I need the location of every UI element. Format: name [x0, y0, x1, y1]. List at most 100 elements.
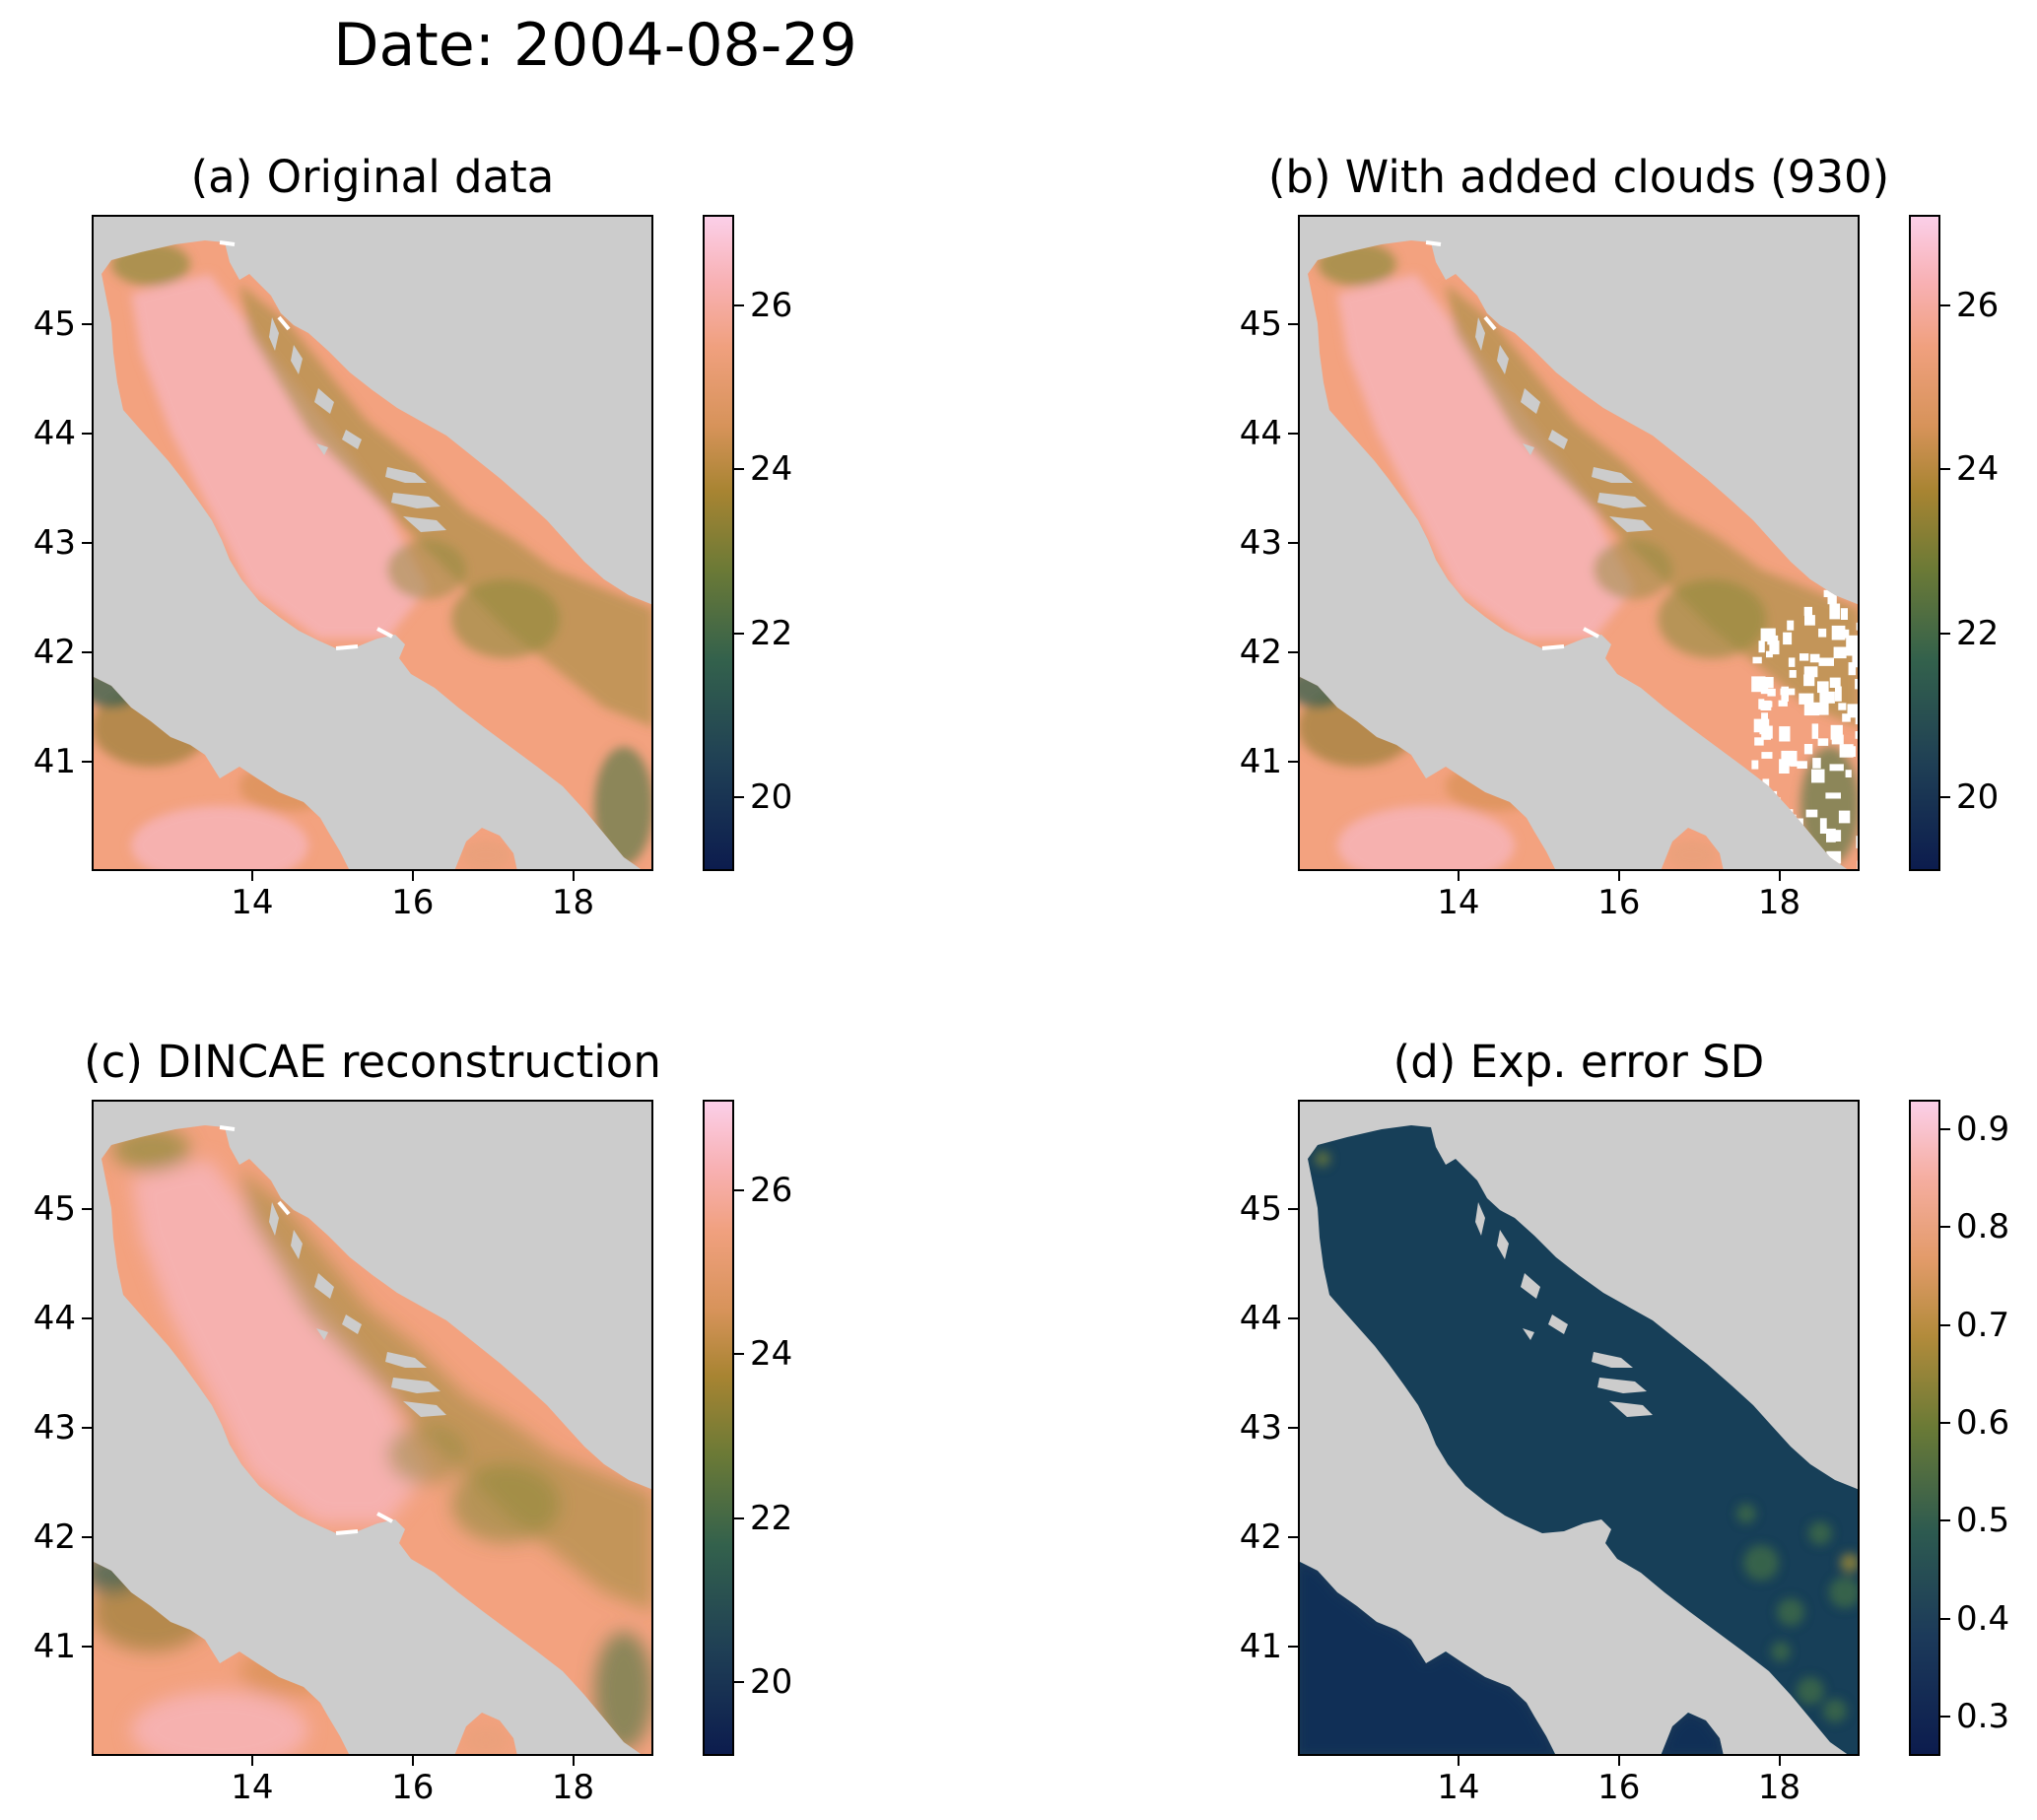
- colorbar-tick-label: 0.9: [1956, 1109, 2010, 1149]
- x-tick-label: 18: [551, 883, 595, 922]
- y-tick-label: 44: [33, 414, 76, 453]
- colorbar-tick-label: 24: [750, 449, 793, 490]
- island: [1475, 317, 1485, 351]
- x-tick-label: 14: [231, 1768, 274, 1807]
- colorbar-tick-label: 0.5: [1956, 1501, 2010, 1541]
- y-tick-label: 41: [33, 742, 76, 781]
- colorbar-tick-label: 24: [750, 1334, 793, 1375]
- y-tick-label: 44: [33, 1299, 76, 1338]
- map-panel-c: [92, 1100, 653, 1756]
- island: [1597, 493, 1647, 508]
- colorbar-tick-mark: [1940, 796, 1950, 799]
- island: [1548, 430, 1568, 449]
- y-tick-label: 42: [1239, 633, 1282, 672]
- colorbar-tick-mark: [734, 303, 744, 306]
- island: [385, 1352, 427, 1368]
- y-tick-mark: [1288, 433, 1298, 435]
- x-tick-mark: [250, 1756, 253, 1766]
- colorbar-tick-label: 24: [1956, 449, 2000, 490]
- colorbar-tick-mark: [1940, 468, 1950, 471]
- x-tick-label: 16: [1597, 883, 1641, 922]
- x-tick-label: 14: [1437, 1768, 1480, 1807]
- y-tick-mark: [82, 1646, 92, 1648]
- island: [1521, 388, 1540, 414]
- island: [1523, 443, 1534, 455]
- colorbar-tick-label: 0.7: [1956, 1305, 2010, 1345]
- island: [291, 345, 303, 374]
- island: [403, 516, 446, 532]
- island: [385, 467, 427, 483]
- island: [269, 317, 279, 351]
- panel-a-title: (a) Original data: [190, 151, 555, 203]
- island: [403, 1401, 446, 1417]
- colorbar-b: [1909, 215, 1940, 871]
- colorbar-tick-mark: [734, 1681, 744, 1684]
- colorbar-tick-mark: [1940, 1323, 1950, 1326]
- island: [269, 1202, 279, 1236]
- x-tick-label: 14: [231, 883, 274, 922]
- y-tick-label: 44: [1239, 1299, 1282, 1338]
- island: [1475, 1202, 1485, 1236]
- y-tick-mark: [82, 433, 92, 435]
- x-tick-label: 18: [1757, 883, 1801, 922]
- colorbar-tick-label: 0.8: [1956, 1207, 2010, 1247]
- colorbar-tick-mark: [1940, 1422, 1950, 1425]
- island: [1521, 1273, 1540, 1299]
- colorbar-tick-label: 22: [1956, 613, 2000, 653]
- panel-b-title: (b) With added clouds (930): [1267, 151, 1890, 203]
- colorbar-tick-label: 0.4: [1956, 1598, 2010, 1639]
- colorbar-tick-mark: [734, 1517, 744, 1519]
- y-tick-label: 43: [1239, 523, 1282, 563]
- y-tick-mark: [82, 1427, 92, 1429]
- map-panel-b: [1298, 215, 1860, 871]
- sst-map-clouds: [1298, 215, 1860, 871]
- island: [1523, 1328, 1534, 1340]
- x-tick-label: 16: [1597, 1768, 1641, 1807]
- y-tick-label: 44: [1239, 414, 1282, 453]
- y-tick-mark: [1288, 1646, 1298, 1648]
- y-tick-label: 43: [33, 523, 76, 563]
- x-tick-mark: [572, 871, 575, 881]
- error-sd-map: [1298, 1100, 1860, 1756]
- y-tick-mark: [82, 1536, 92, 1538]
- sst-map-reconstruction: [92, 1100, 653, 1756]
- y-tick-label: 45: [1239, 1189, 1282, 1229]
- colorbar-tick-label: 26: [1956, 285, 2000, 325]
- y-tick-label: 45: [1239, 304, 1282, 344]
- y-tick-label: 42: [33, 633, 76, 672]
- island: [314, 1273, 334, 1299]
- colorbar-tick-mark: [1940, 632, 1950, 635]
- colorbar-tick-label: 26: [750, 1170, 793, 1210]
- colorbar-tick-label: 26: [750, 285, 793, 325]
- island: [1592, 467, 1633, 483]
- y-tick-label: 43: [33, 1408, 76, 1448]
- y-tick-mark: [1288, 1317, 1298, 1319]
- x-tick-label: 14: [1437, 883, 1480, 922]
- colorbar-tick-mark: [1940, 1127, 1950, 1130]
- colorbar-tick-mark: [734, 632, 744, 635]
- island: [314, 388, 334, 414]
- y-tick-mark: [82, 323, 92, 325]
- y-tick-label: 42: [33, 1517, 76, 1557]
- coastal-gap: [219, 240, 393, 650]
- island: [1592, 1352, 1633, 1368]
- island: [342, 430, 362, 449]
- colorbar-tick-mark: [1940, 1519, 1950, 1522]
- y-tick-mark: [82, 651, 92, 653]
- y-tick-mark: [1288, 323, 1298, 325]
- island: [1609, 1401, 1653, 1417]
- colorbar-c: [703, 1100, 734, 1756]
- coastal-gap: [1425, 240, 1599, 650]
- y-tick-mark: [1288, 1208, 1298, 1210]
- x-tick-label: 16: [391, 883, 435, 922]
- x-tick-mark: [1778, 1756, 1781, 1766]
- island: [1497, 345, 1509, 374]
- colorbar-tick-label: 0.6: [1956, 1403, 2010, 1444]
- x-tick-label: 18: [1757, 1768, 1801, 1807]
- island: [316, 443, 328, 455]
- y-tick-label: 41: [1239, 1627, 1282, 1666]
- panel-d-title: (d) Exp. error SD: [1392, 1036, 1765, 1088]
- y-tick-mark: [1288, 1536, 1298, 1538]
- colorbar-tick-label: 20: [1956, 777, 2000, 818]
- island: [391, 1378, 441, 1393]
